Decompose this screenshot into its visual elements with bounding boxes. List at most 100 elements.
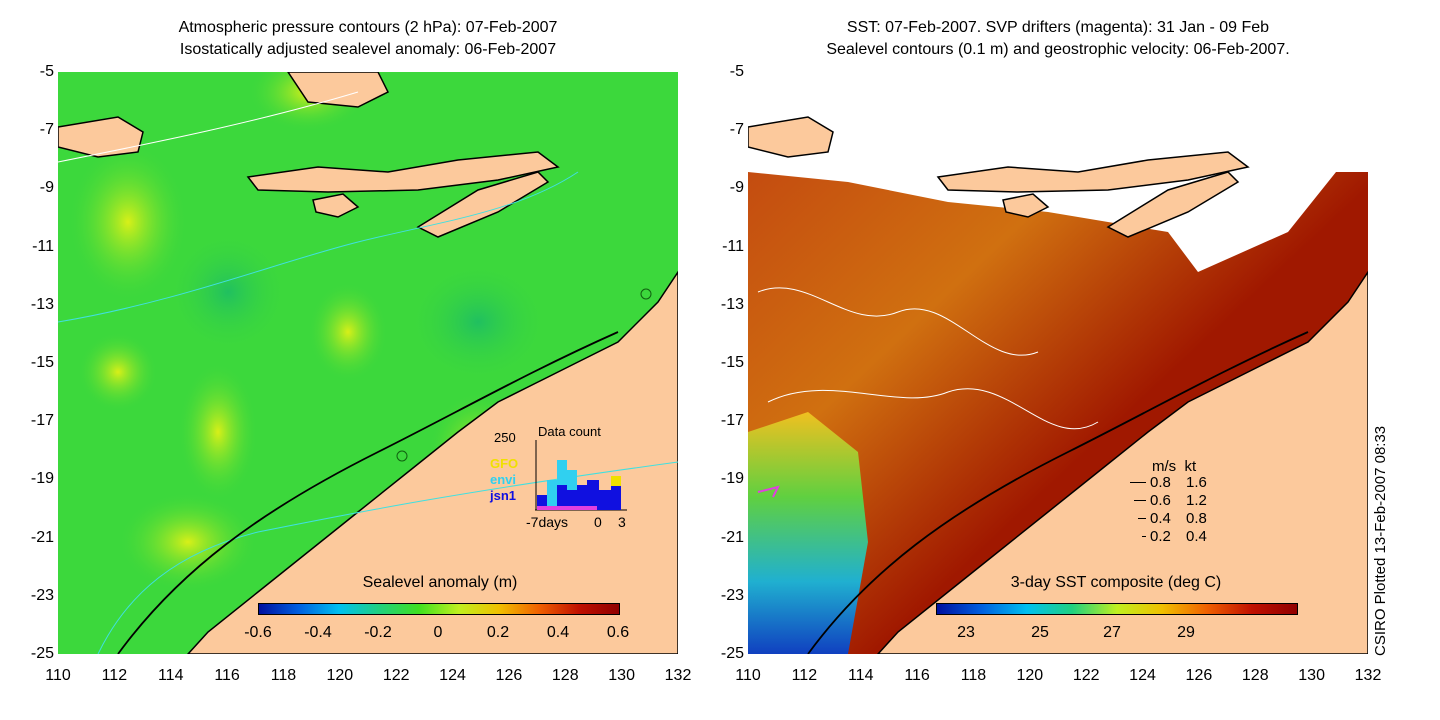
sealevel-contour [767, 388, 1099, 430]
left-lon-tick-label: 126 [495, 667, 523, 684]
right-lat-tick-label: -5 [729, 63, 744, 80]
velocity-legend-ms: 0.4 [1150, 510, 1171, 527]
cloud-mask [748, 72, 1368, 172]
anomaly-high-patch [118, 492, 258, 592]
left-lat-tick-label: -23 [30, 586, 54, 604]
velocity-unit-kt: kt [1184, 458, 1197, 475]
velocity-arrow-icon [1142, 536, 1146, 537]
left-lat-tick-label: -7 [39, 121, 54, 139]
velocity-arrow-icon [1134, 500, 1146, 501]
inset-legend-envi: envi [490, 472, 517, 487]
right-lat-tick-label: -23 [720, 586, 744, 604]
left-colorbar-tick: 0 [433, 624, 443, 641]
right-colorbar-tick: 23 [957, 624, 975, 641]
left-lat-tick-label: -11 [32, 237, 54, 255]
inset-bar [537, 495, 547, 510]
right-title-line1: SST: 07-Feb-2007. SVP drifters (magenta)… [846, 19, 1270, 36]
pressure-contour [97, 461, 678, 654]
left-lat-tick-label: -17 [30, 412, 54, 430]
cloud-mask [748, 132, 1368, 272]
right-lat-tick-label: -25 [720, 645, 744, 662]
inset-title: Data count [538, 424, 601, 439]
left-colorbar-title: Sealevel anomaly (m) [362, 574, 518, 591]
left-map [58, 72, 678, 654]
inset-legend-gfo: GFO [490, 456, 519, 471]
left-lon-tick-label: 120 [326, 667, 354, 684]
left-title-line1: Atmospheric pressure contours (2 hPa): 0… [178, 19, 558, 36]
velocity-arrow-icon [1130, 482, 1146, 483]
right-lon-tick-label: 132 [1354, 667, 1382, 684]
velocity-legend-kt: 0.4 [1186, 528, 1207, 545]
right-lat-tick-label: -19 [720, 470, 744, 488]
left-lon-tick-label: 132 [664, 667, 692, 684]
right-lon-tick-label: 130 [1298, 667, 1325, 684]
right-colorbar-tick: 29 [1177, 624, 1195, 641]
inset-bar [587, 480, 599, 510]
right-lat-tick-label: -21 [720, 528, 744, 546]
australia-land [876, 270, 1368, 654]
right-lon-tick-label: 128 [1241, 667, 1269, 684]
java-land [748, 116, 834, 158]
velocity-arrow-icon [1138, 518, 1146, 519]
left-colorbar-tick: 0.6 [606, 624, 630, 641]
left-lon-tick-label: 128 [551, 667, 579, 684]
right-lon-tick-label: 118 [960, 667, 987, 684]
right-lat-tick-label: -15 [720, 354, 744, 371]
sumba-island [312, 193, 360, 218]
velocity-legend-ms: 0.6 [1150, 492, 1171, 509]
left-colorbar-tick: -0.4 [304, 624, 332, 641]
left-lat-tick-label: -19 [30, 470, 54, 488]
left-lon-tick-label: 114 [157, 667, 184, 684]
inset-drifter-strip [537, 506, 597, 510]
java-land [58, 116, 144, 158]
inset-x-right: 3 [618, 514, 626, 530]
left-lat-tick-label: -25 [30, 645, 54, 662]
right-lon-tick-label: 116 [904, 667, 930, 684]
inset-bar [567, 490, 577, 510]
right-title-line2: Sealevel contours (0.1 m) and geostrophi… [826, 41, 1290, 58]
northern-land [287, 72, 390, 108]
anomaly-high-patch [308, 282, 388, 382]
right-colorbar-tick: 25 [1031, 624, 1049, 641]
velocity-unit-ms: m/s [1152, 458, 1177, 475]
left-lat-tick-label: -5 [39, 63, 54, 80]
right-lat-tick-label: -7 [729, 121, 744, 139]
bathymetry-contour [117, 331, 619, 654]
inset-bar [577, 485, 587, 510]
right-lat-tick-label: -9 [729, 179, 744, 197]
anomaly-high-patch [68, 142, 188, 302]
bathymetry-contour [807, 331, 1309, 654]
velocity-legend-kt: 1.2 [1186, 492, 1207, 509]
inset-bar [611, 476, 621, 486]
sumba-island [1002, 193, 1050, 218]
drifter-marker [640, 288, 652, 300]
left-colorbar-tick: 0.4 [546, 624, 570, 641]
left-lat-tick-label: -15 [30, 354, 54, 371]
right-lon-tick-label: 110 [735, 667, 761, 684]
left-lon-tick-label: 130 [608, 667, 635, 684]
plot-credit: CSIRO Plotted 13-Feb-2007 08:33 [1372, 425, 1389, 656]
drifter-marker [396, 450, 408, 462]
left-lon-tick-label: 116 [214, 667, 240, 684]
anomaly-low-patch [168, 232, 288, 352]
lesser-sunda-islands [936, 151, 1250, 193]
left-colorbar-tick: -0.2 [364, 624, 392, 641]
right-colorbar-tick: 27 [1103, 624, 1121, 641]
sealevel-contour [757, 287, 1039, 356]
right-lon-tick-label: 122 [1072, 667, 1100, 684]
cool-sst-region [748, 412, 868, 654]
right-lat-tick-label: -13 [720, 295, 744, 313]
left-lon-tick-label: 112 [101, 667, 128, 684]
inset-ymax: 250 [494, 430, 516, 445]
velocity-legend-ms: 0.8 [1150, 474, 1171, 491]
right-map-svg [748, 72, 1368, 654]
left-lat-tick-label: -9 [39, 179, 54, 197]
anomaly-high-patch [78, 332, 158, 412]
left-lon-tick-label: 118 [270, 667, 297, 684]
left-lon-tick-label: 124 [439, 667, 466, 684]
timor-island [1106, 171, 1240, 238]
right-lon-tick-label: 126 [1185, 667, 1213, 684]
inset-histogram [535, 440, 627, 511]
inset-x-mid: 0 [594, 514, 602, 530]
pressure-contour [58, 171, 579, 323]
